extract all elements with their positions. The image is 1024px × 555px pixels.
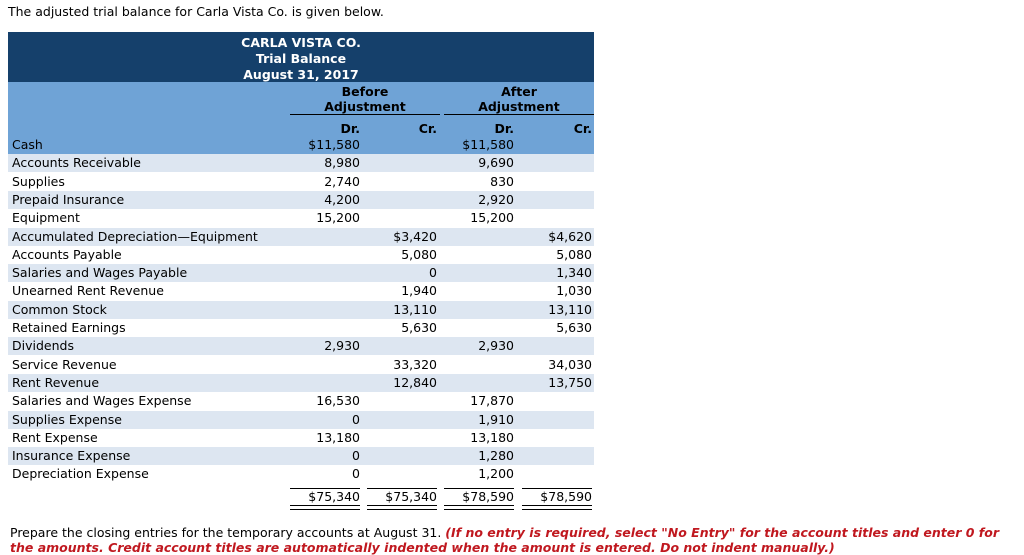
amount-before-dr: 13,180: [316, 429, 360, 445]
before-dr-header: Dr.: [340, 121, 360, 136]
amount-before-dr: 4,200: [324, 191, 360, 207]
amount-before-cr: 12,840: [393, 374, 437, 390]
amount-after-dr: 1,910: [478, 411, 514, 427]
amount-before-cr: 13,110: [393, 301, 437, 317]
after-header-line2: Adjustment: [444, 99, 594, 115]
amount-before-cr: 5,630: [401, 320, 437, 335]
amount-after-dr: 13,180: [470, 429, 514, 445]
report-title: Trial Balance: [255, 51, 347, 66]
total-before-dr: $75,340: [308, 489, 360, 504]
amount-after-cr: 1,340: [556, 265, 592, 281]
before-header-line1: Before: [341, 84, 389, 99]
row-stripe: [8, 410, 594, 429]
total-double-rule: [444, 505, 514, 510]
amount-after-dr: 17,870: [470, 393, 514, 409]
amount-after-dr: 1,280: [478, 448, 514, 464]
account-name: Rent Expense: [12, 429, 98, 445]
account-name: Retained Earnings: [12, 320, 126, 335]
amount-before-dr: 0: [352, 411, 360, 427]
amount-before-dr: $11,580: [308, 137, 360, 152]
row-stripe: [8, 154, 594, 173]
total-rule: [367, 488, 437, 489]
account-name: Cash: [12, 137, 43, 152]
amount-after-cr: 5,080: [556, 246, 592, 262]
account-name: Service Revenue: [12, 356, 117, 372]
amount-after-cr: $4,620: [548, 228, 592, 244]
account-name: Salaries and Wages Expense: [12, 393, 192, 409]
row-stripe: [8, 447, 594, 466]
after-dr-header: Dr.: [494, 121, 514, 136]
amount-before-dr: 2,740: [324, 173, 360, 189]
before-cr-header: Cr.: [418, 121, 437, 136]
total-rule: [522, 488, 592, 489]
account-name: Dividends: [12, 338, 74, 354]
row-stripe: [8, 337, 594, 356]
amount-before-cr: 1,940: [401, 283, 437, 299]
total-rule: [290, 488, 360, 489]
account-name: Accumulated Depreciation—Equipment: [12, 228, 258, 244]
account-name: Salaries and Wages Payable: [12, 265, 188, 281]
account-name: Supplies: [12, 173, 65, 189]
total-double-rule: [290, 505, 360, 510]
amount-after-cr: 1,030: [556, 283, 592, 299]
row-stripe: [8, 227, 594, 246]
account-name: Unearned Rent Revenue: [12, 283, 164, 299]
after-cr-header: Cr.: [573, 121, 592, 136]
total-after-dr: $78,590: [462, 489, 514, 504]
amount-before-cr: 0: [429, 265, 437, 281]
row-stripe: [8, 300, 594, 319]
instruction-emphasis: (If no entry is required, select "No Ent…: [10, 525, 999, 555]
total-rule: [444, 488, 514, 489]
amount-before-cr: 5,080: [401, 246, 437, 262]
amount-before-dr: 15,200: [316, 210, 360, 226]
total-double-rule: [367, 505, 437, 510]
amount-after-dr: 830: [490, 173, 514, 189]
account-name: Depreciation Expense: [12, 466, 149, 482]
amount-before-cr: 33,320: [393, 356, 437, 372]
company-name: CARLA VISTA CO.: [241, 35, 361, 50]
amount-after-dr: 9,690: [478, 155, 514, 171]
total-before-cr: $75,340: [385, 489, 437, 504]
row-stripe: [8, 264, 594, 283]
account-name: Insurance Expense: [12, 448, 131, 464]
amount-after-dr: 2,920: [478, 191, 514, 207]
account-name: Accounts Receivable: [12, 155, 141, 171]
trial-balance-table: CARLA VISTA CO. Trial Balance August 31,…: [8, 32, 594, 510]
amount-before-cr: $3,420: [393, 228, 437, 244]
amount-after-dr: 15,200: [470, 210, 514, 226]
row-stripe: [8, 373, 594, 392]
account-name: Prepaid Insurance: [12, 191, 125, 207]
amount-after-dr: 1,200: [478, 466, 514, 482]
account-name: Common Stock: [12, 301, 107, 317]
instruction-plain: Prepare the closing entries for the temp…: [10, 525, 446, 540]
intro-text: The adjusted trial balance for Carla Vis…: [8, 4, 384, 19]
account-name: Rent Revenue: [12, 374, 100, 390]
total-after-cr: $78,590: [540, 489, 592, 504]
amount-before-dr: 16,530: [316, 393, 360, 409]
report-date: August 31, 2017: [243, 67, 359, 82]
amount-after-dr: $11,580: [462, 137, 514, 152]
amount-before-dr: 0: [352, 448, 360, 464]
account-name: Accounts Payable: [12, 246, 122, 262]
amount-after-dr: 2,930: [478, 338, 514, 354]
after-header-line1: After: [501, 84, 537, 99]
amount-after-cr: 13,750: [548, 374, 592, 390]
amount-after-cr: 5,630: [556, 320, 592, 335]
account-name: Equipment: [12, 210, 80, 226]
instruction-text: Prepare the closing entries for the temp…: [10, 525, 1020, 555]
row-stripe: [8, 190, 594, 209]
amount-after-cr: 34,030: [548, 356, 592, 372]
amount-before-dr: 8,980: [324, 155, 360, 171]
total-double-rule: [522, 505, 592, 510]
account-name: Supplies Expense: [12, 411, 122, 427]
amount-before-dr: 2,930: [324, 338, 360, 354]
amount-before-dr: 0: [352, 466, 360, 482]
amount-after-cr: 13,110: [548, 301, 592, 317]
before-header-line2: Adjustment: [290, 99, 440, 115]
header-band: [8, 32, 594, 82]
